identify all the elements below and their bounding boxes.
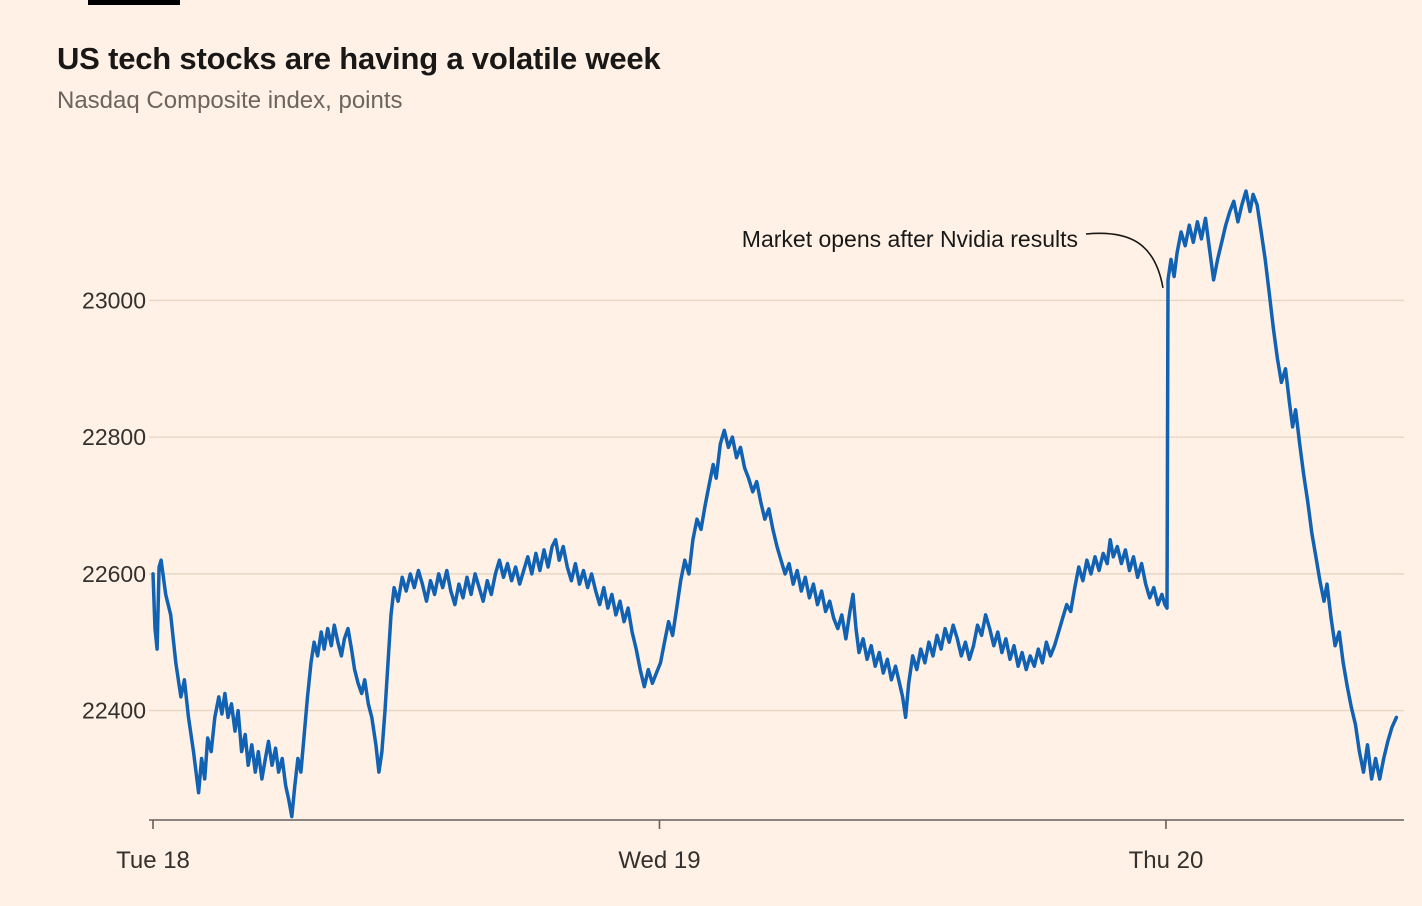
y-tick-label-22600: 22600	[82, 561, 146, 587]
y-tick-label-22800: 22800	[82, 424, 146, 450]
x-tick-label-Tue 18: Tue 18	[116, 847, 190, 874]
x-tick-label-Wed 19: Wed 19	[618, 847, 700, 874]
cropped-kicker-bar	[88, 0, 180, 5]
series-line-nasdaq	[151, 189, 1399, 819]
chart-title: US tech stocks are having a volatile wee…	[57, 40, 661, 76]
annotation-connector-line	[1085, 232, 1164, 289]
x-tick-label-Thu 20: Thu 20	[1129, 847, 1204, 874]
chart-subtitle: Nasdaq Composite index, points	[57, 87, 403, 114]
y-tick-label-22400: 22400	[82, 698, 146, 724]
y-tick-label-23000: 23000	[82, 287, 146, 313]
annotation-nvidia-results: Market opens after Nvidia results	[741, 226, 1078, 252]
